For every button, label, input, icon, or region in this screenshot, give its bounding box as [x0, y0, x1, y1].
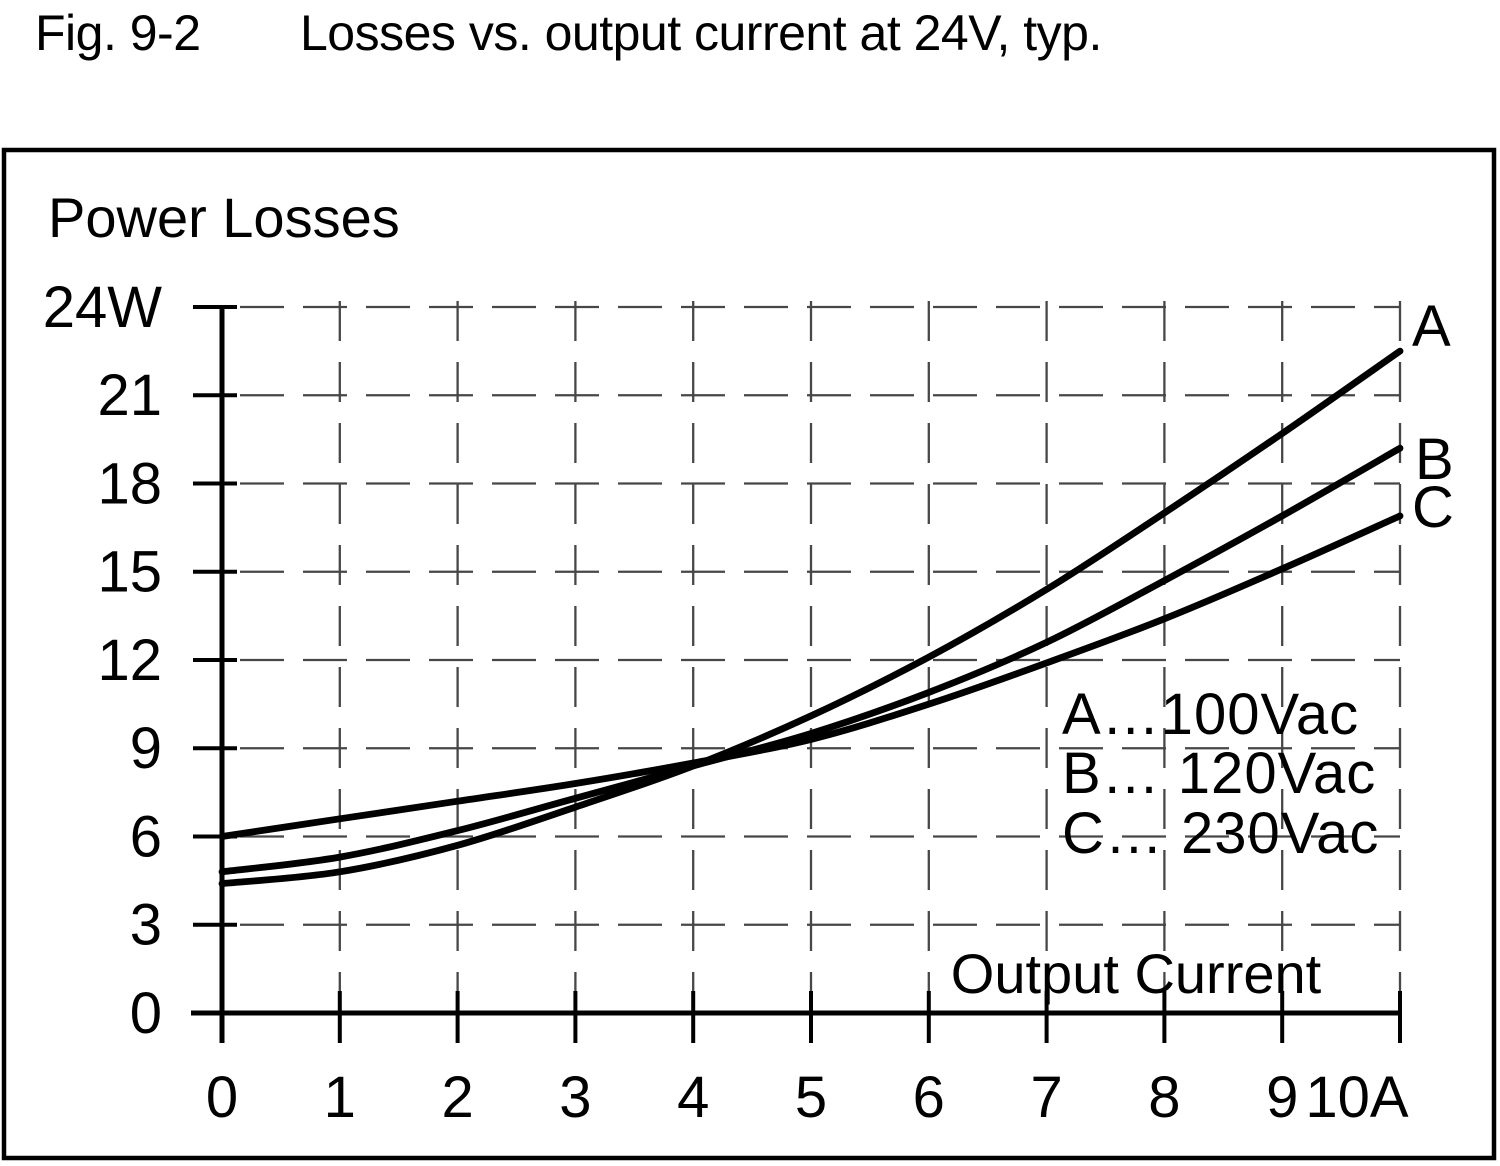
curve-label-A: A	[1412, 294, 1451, 359]
chart-frame	[1, 147, 1497, 1161]
x-tick-label-0: 0	[206, 1065, 238, 1130]
curve-B	[218, 444, 1404, 876]
x-tick-label-6: 6	[913, 1065, 945, 1130]
y-tick-label-12: 12	[97, 628, 162, 693]
figure-caption: Fig. 9-2 Losses vs. output current at 24V…	[35, 6, 1102, 61]
x-tick-label-1: 1	[324, 1065, 356, 1130]
y-tick-label-21: 21	[97, 363, 162, 428]
y-tick-label-15: 15	[97, 540, 162, 605]
x-tick-label-8: 8	[1148, 1065, 1180, 1130]
curve-A	[218, 347, 1404, 887]
y-tick-label-3: 3	[130, 893, 162, 958]
figure-number: Fig. 9-2	[35, 5, 201, 61]
y-tick-label-18: 18	[97, 451, 162, 516]
y-axis-title: Power Losses	[48, 186, 400, 249]
curve-label-C: C	[1412, 475, 1454, 540]
x-tick-label-9: 9	[1266, 1065, 1298, 1130]
x-tick-label-4: 4	[677, 1065, 709, 1130]
curve-label-B: B	[1415, 427, 1454, 492]
legend-entry-A: A…100Vac	[1062, 682, 1359, 747]
figure-title: Losses vs. output current at 24V, typ.	[300, 5, 1102, 61]
y-tick-label-24: 24W	[43, 275, 163, 340]
curve-C	[218, 512, 1404, 840]
x-tick-label-5: 5	[795, 1065, 827, 1130]
y-tick-label-9: 9	[130, 716, 162, 781]
y-tick-label-0: 0	[130, 981, 162, 1046]
y-tick-label-6: 6	[130, 804, 162, 869]
legend-entry-B: B… 120Vac	[1062, 741, 1376, 806]
x-tick-label-3: 3	[559, 1065, 591, 1130]
x-tick-label-10: 10A	[1305, 1065, 1409, 1130]
legend-entry-C: C… 230Vac	[1062, 801, 1379, 866]
x-tick-label-2: 2	[441, 1065, 473, 1130]
x-axis-title: Output Current	[951, 942, 1322, 1005]
x-tick-label-7: 7	[1030, 1065, 1062, 1130]
